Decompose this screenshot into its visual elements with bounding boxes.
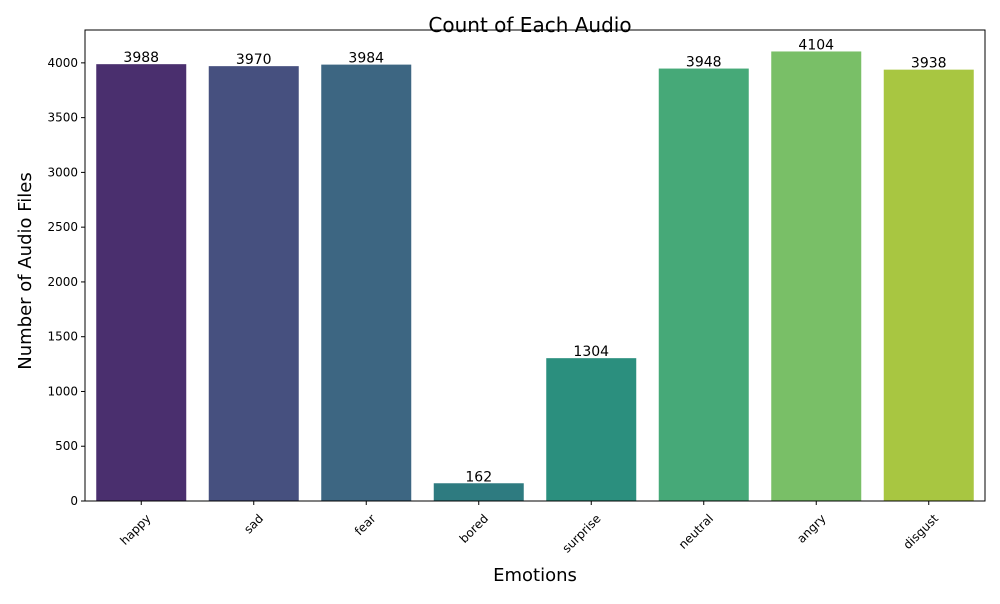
y-tick-label-2500: 2500 xyxy=(47,220,78,234)
x-tick-label-fear: fear xyxy=(352,511,379,538)
y-axis-label: Number of Audio Files xyxy=(15,172,36,369)
x-tick-label-sad: sad xyxy=(241,511,266,536)
x-tick-label-neutral: neutral xyxy=(676,511,716,551)
y-tick-label-4000: 4000 xyxy=(47,56,78,70)
bar-bored xyxy=(433,483,524,501)
plot-frame xyxy=(84,29,986,502)
x-tick-label-surprise: surprise xyxy=(560,511,604,555)
bar-happy xyxy=(96,64,187,502)
bars-layer xyxy=(96,51,974,502)
x-tick-label-disgust: disgust xyxy=(901,511,942,552)
bar-surprise xyxy=(546,358,637,501)
data-labels-layer: 3988 3970 3984 162 1304 3948 4104 3938 xyxy=(123,37,946,485)
bar-angry xyxy=(771,51,862,501)
y-tick-label-0: 0 xyxy=(70,494,78,508)
bar-sad xyxy=(208,66,299,502)
y-axis: 0 500 1000 1500 2000 2500 3000 3500 4000 xyxy=(47,56,85,508)
y-tick-label-1000: 1000 xyxy=(47,384,78,398)
data-label-fear: 3984 xyxy=(348,51,384,67)
x-tick-label-angry: angry xyxy=(794,511,828,545)
data-label-sad: 3970 xyxy=(236,52,272,68)
chart-title: Count of Each Audio xyxy=(428,13,631,37)
bar-disgust xyxy=(883,69,974,502)
data-label-surprise: 1304 xyxy=(573,344,609,360)
x-axis-label: Emotions xyxy=(493,565,577,586)
x-tick-label-happy: happy xyxy=(117,511,153,547)
data-label-disgust: 3938 xyxy=(911,56,947,72)
data-label-neutral: 3948 xyxy=(686,55,722,71)
data-label-angry: 4104 xyxy=(798,37,834,53)
y-tick-label-2000: 2000 xyxy=(47,275,78,289)
bar-fear xyxy=(321,64,412,502)
y-tick-label-1500: 1500 xyxy=(47,330,78,344)
y-tick-label-500: 500 xyxy=(55,439,78,453)
data-label-bored: 162 xyxy=(465,469,492,485)
y-tick-label-3500: 3500 xyxy=(47,111,78,125)
x-axis: happy sad fear bored surprise neutral angry dis… xyxy=(117,501,941,556)
y-tick-label-3000: 3000 xyxy=(47,165,78,179)
x-tick-label-bored: bored xyxy=(457,511,491,545)
bar-neutral xyxy=(658,68,749,501)
data-label-happy: 3988 xyxy=(123,50,159,66)
